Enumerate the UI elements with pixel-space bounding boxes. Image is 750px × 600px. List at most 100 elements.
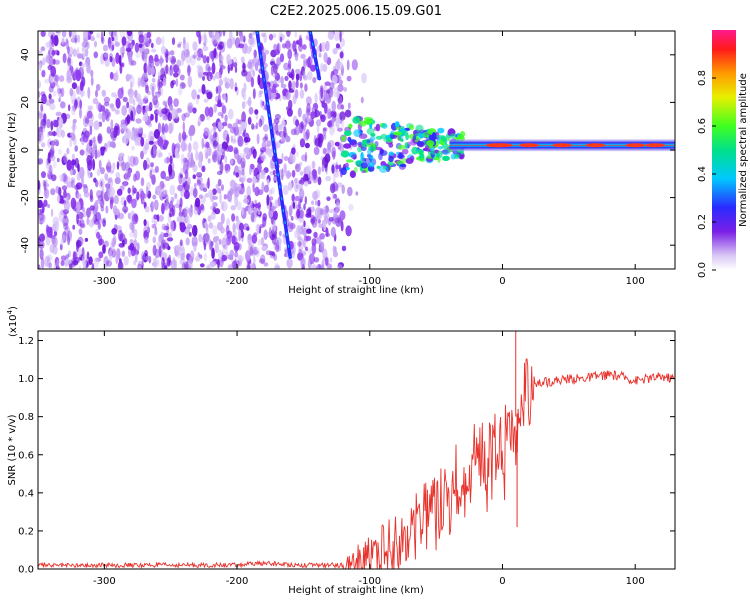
noise-cell: [247, 61, 253, 69]
noise-cell: [256, 173, 264, 180]
y-tick-label: -20: [20, 189, 31, 205]
noise-cell: [241, 111, 247, 123]
noise-cell: [50, 65, 57, 77]
noise-cell: [135, 118, 142, 124]
noise-cell: [252, 256, 256, 266]
noise-cell: [217, 258, 220, 269]
noise-cell: [91, 146, 96, 156]
noise-cell: [70, 177, 76, 184]
noise-cell: [144, 111, 149, 116]
noise-cell: [127, 50, 133, 63]
noise-cell: [340, 37, 345, 47]
band-cell: [351, 141, 358, 148]
noise-cell: [67, 56, 72, 67]
noise-cell: [221, 141, 228, 150]
noise-cell: [249, 246, 254, 256]
noise-cell: [333, 193, 338, 199]
noise-cell: [202, 218, 206, 224]
noise-cell: [118, 162, 122, 167]
noise-cell: [170, 220, 175, 232]
noise-cell: [223, 244, 228, 250]
noise-cell: [333, 169, 340, 178]
noise-cell: [56, 84, 60, 95]
spectrogram-x-label: Height of straight line (km): [288, 285, 424, 296]
band-cell: [416, 141, 425, 146]
noise-cell: [44, 78, 50, 84]
noise-cell: [123, 255, 129, 266]
band-cell: [388, 142, 394, 148]
noise-cell: [61, 185, 68, 191]
noise-cell: [294, 48, 298, 55]
noise-cell: [303, 173, 309, 183]
noise-cell: [248, 203, 254, 212]
noise-cell: [154, 165, 159, 173]
noise-cell: [132, 213, 139, 225]
noise-cell: [279, 53, 285, 63]
noise-cell: [104, 108, 110, 118]
band-cell: [364, 157, 372, 164]
noise-cell: [160, 145, 166, 150]
noise-cell: [231, 235, 236, 245]
noise-cell: [252, 88, 256, 100]
noise-cell: [257, 201, 261, 211]
noise-cell: [251, 247, 257, 257]
noise-cell: [228, 31, 233, 42]
noise-cell: [303, 227, 308, 238]
noise-cell: [298, 209, 305, 219]
band-cell: [368, 162, 375, 168]
noise-cell: [285, 40, 291, 49]
band-peak: [645, 143, 666, 148]
noise-cell: [86, 110, 93, 119]
noise-cell: [222, 41, 227, 49]
noise-cell: [177, 184, 184, 192]
noise-cell: [219, 192, 222, 204]
noise-cell: [254, 62, 259, 71]
noise-cell: [241, 231, 244, 243]
noise-cell: [351, 59, 358, 71]
noise-cell: [65, 37, 69, 45]
noise-cell: [338, 72, 342, 85]
noise-cell: [327, 31, 335, 40]
noise-cell: [111, 44, 115, 51]
noise-cell: [96, 231, 101, 239]
band-cell: [363, 119, 373, 125]
noise-cell: [118, 54, 122, 66]
noise-cell: [314, 92, 318, 104]
noise-cell: [44, 179, 48, 186]
noise-cell: [86, 207, 91, 218]
noise-cell: [246, 185, 251, 198]
noise-cell: [335, 164, 340, 170]
noise-cell: [219, 60, 224, 68]
noise-cell: [214, 131, 218, 138]
noise-cell: [227, 63, 230, 74]
noise-cell: [341, 245, 347, 252]
noise-cell: [344, 109, 352, 118]
noise-cell: [169, 200, 174, 212]
x-tick-label: 100: [626, 276, 645, 287]
noise-cell: [88, 139, 93, 147]
noise-cell: [183, 36, 186, 44]
noise-cell: [346, 75, 352, 82]
noise-cell: [188, 261, 193, 269]
noise-cell: [310, 64, 317, 72]
noise-cell: [121, 86, 124, 94]
noise-cell: [260, 169, 266, 176]
noise-cell: [133, 228, 138, 240]
noise-cell: [46, 256, 51, 268]
noise-cell: [232, 122, 239, 133]
noise-cell: [163, 199, 167, 210]
noise-cell: [153, 129, 160, 139]
noise-cell: [83, 210, 87, 218]
noise-cell: [282, 184, 289, 196]
noise-cell: [186, 215, 190, 227]
noise-cell: [263, 229, 268, 240]
noise-cell: [347, 102, 351, 110]
noise-cell: [299, 171, 304, 176]
noise-cell: [247, 233, 253, 246]
noise-cell: [298, 199, 302, 210]
noise-cell: [234, 252, 239, 258]
noise-cell: [174, 147, 179, 158]
noise-cell: [54, 74, 59, 87]
noise-cell: [258, 226, 262, 234]
noise-cell: [49, 154, 56, 162]
